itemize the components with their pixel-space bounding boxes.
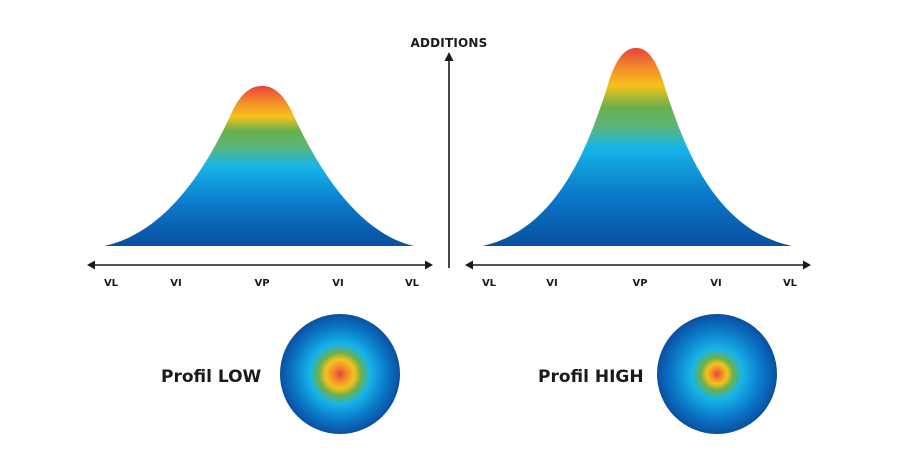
right-horizontal-axis (465, 260, 811, 270)
low-profile-curve (104, 86, 414, 246)
profile-low-label: Profil LOW (161, 367, 262, 387)
high-profile-curve (482, 48, 792, 246)
additions-axis-label: ADDITIONS (410, 36, 488, 50)
low-profile-lens (280, 314, 400, 434)
right-arrow-icon (425, 260, 433, 270)
left-horizontal-axis (87, 260, 433, 270)
profile-high-label: Profil HIGH (538, 367, 644, 387)
up-arrow-icon (444, 52, 454, 61)
left-arrow-icon (87, 260, 95, 270)
tick-label: VI (546, 278, 558, 289)
tick-label: VI (710, 278, 722, 289)
tick-label: VP (632, 278, 648, 289)
tick-label: VL (782, 278, 798, 289)
tick-label: VI (170, 278, 182, 289)
left-arrow-icon (465, 260, 473, 270)
vertical-axis (444, 52, 454, 268)
tick-label: VI (332, 278, 344, 289)
tick-label: VL (481, 278, 497, 289)
right-arrow-icon (803, 260, 811, 270)
tick-label: VP (254, 278, 270, 289)
tick-label: VL (103, 278, 119, 289)
high-profile-lens (657, 314, 777, 434)
tick-label: VL (404, 278, 420, 289)
